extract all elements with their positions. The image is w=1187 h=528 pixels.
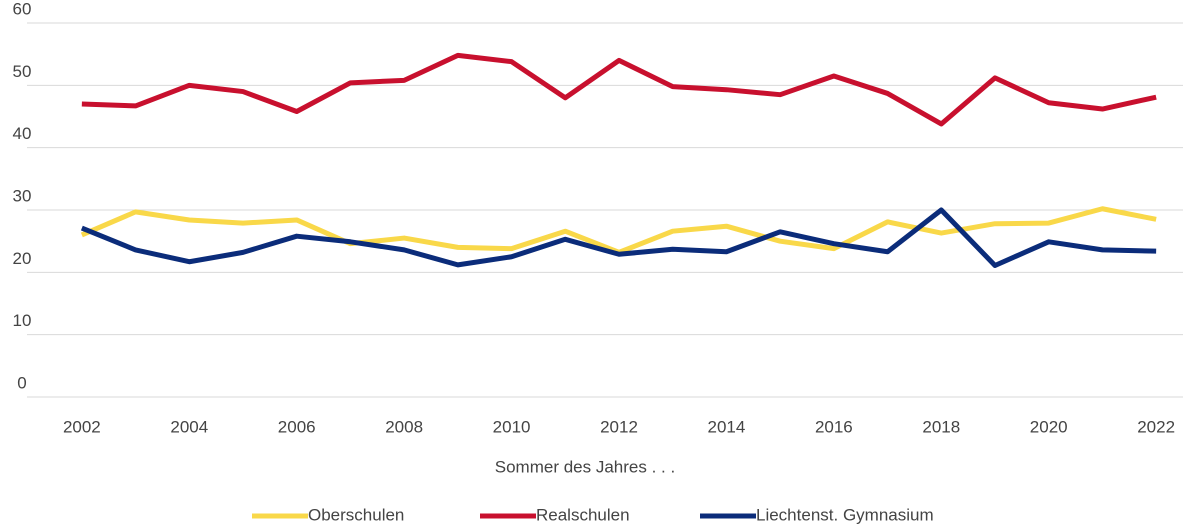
x-tick-label: 2018 — [922, 417, 960, 436]
y-tick-label: 40 — [13, 124, 32, 143]
x-tick-label: 2016 — [815, 417, 853, 436]
legend-label: Realschulen — [536, 505, 630, 524]
y-tick-label: 0 — [17, 373, 26, 392]
y-tick-label: 10 — [13, 311, 32, 330]
line — [80, 206, 1157, 255]
x-tick-label: 2022 — [1137, 417, 1175, 436]
legend-label: Oberschulen — [308, 505, 404, 524]
x-tick-label: 2012 — [600, 417, 638, 436]
y-tick-label: 50 — [13, 62, 32, 81]
x-tick-label: 2002 — [63, 417, 101, 436]
x-tick-label: 2010 — [493, 417, 531, 436]
line — [80, 207, 1157, 268]
x-tick-label: 2004 — [170, 417, 208, 436]
y-tick-label: 20 — [13, 249, 32, 268]
y-tick-label: 60 — [13, 0, 32, 18]
x-axis-label: Sommer des Jahres . . . — [495, 457, 675, 476]
y-tick-label: 30 — [13, 186, 32, 205]
x-tick-label: 2014 — [708, 417, 746, 436]
x-tick-label: 2020 — [1030, 417, 1068, 436]
legend-label: Liechtenst. Gymnasium — [756, 505, 934, 524]
x-tick-label: 2006 — [278, 417, 316, 436]
x-tick-label: 2008 — [385, 417, 423, 436]
line — [81, 52, 1157, 127]
